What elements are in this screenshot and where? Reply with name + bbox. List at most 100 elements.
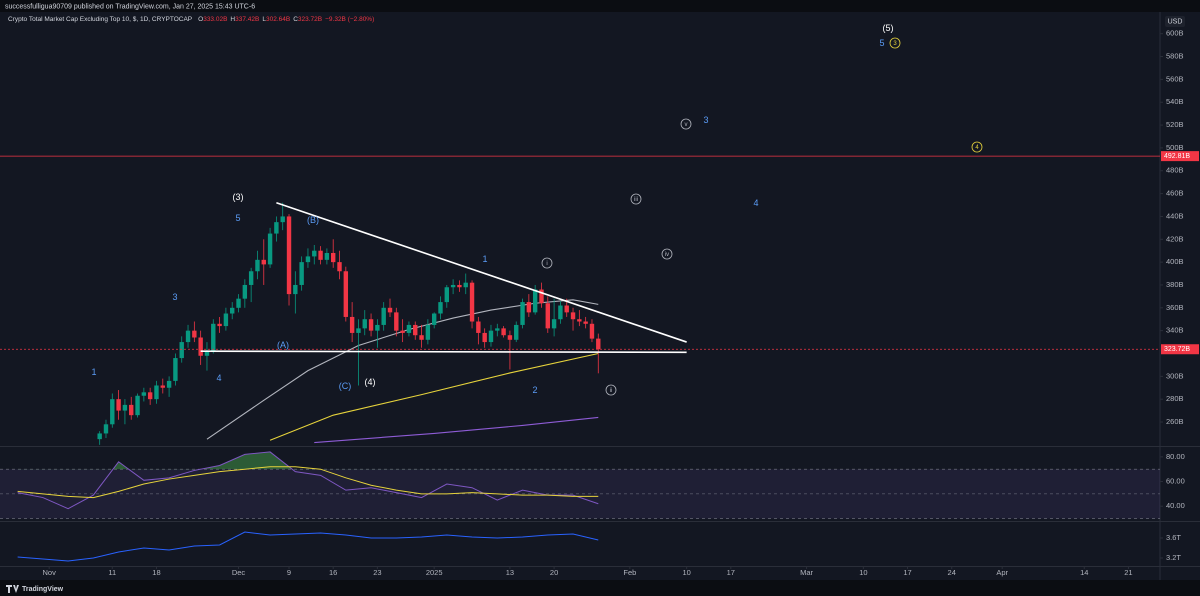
candle-body	[173, 358, 178, 381]
y-tick-label: 420B	[1166, 234, 1184, 243]
wave-label: 2	[532, 385, 537, 395]
candle-body	[387, 307, 393, 313]
candle-body	[488, 330, 494, 343]
wave-label: 3	[703, 115, 708, 125]
candle-body	[558, 305, 563, 320]
moving-average	[314, 416, 599, 444]
price-tag-label: 323.72B	[1164, 346, 1190, 353]
candle-body	[507, 335, 513, 340]
wave-label: iii	[634, 197, 638, 203]
candle-body	[532, 289, 538, 313]
y-tick-label: 60.00	[1166, 477, 1185, 486]
candle-body	[368, 319, 374, 331]
candle-body	[230, 307, 235, 314]
wave-label: iv	[665, 252, 669, 258]
wave-label: (5)	[883, 23, 894, 33]
wave-label: 5	[235, 213, 240, 223]
y-tick-label: 560B	[1166, 74, 1184, 83]
wave-label: 4	[753, 198, 758, 208]
candle-body	[330, 252, 336, 263]
candle-body	[419, 335, 424, 340]
y-tick-label: 460B	[1166, 189, 1184, 198]
candle-body	[192, 330, 197, 338]
y-tick-label: 3.2T	[1166, 553, 1181, 562]
candle-body	[539, 289, 544, 304]
candle-body	[324, 252, 330, 260]
candle-body	[400, 330, 405, 333]
wave-label: ii	[610, 388, 613, 394]
x-tick-label: 17	[727, 568, 735, 577]
candle-body	[141, 392, 147, 396]
candle-body	[589, 323, 595, 339]
x-tick-label: 20	[550, 568, 558, 577]
candle-body	[261, 259, 266, 265]
candle-body	[280, 216, 285, 223]
chart-title: Crypto Total Market Cap Excluding Top 10…	[8, 16, 192, 23]
candle-body	[248, 271, 254, 285]
wave-label: 4	[975, 145, 979, 151]
candle-body	[469, 282, 475, 322]
annotation-circle	[971, 141, 983, 153]
x-tick-label: Mar	[800, 568, 813, 577]
publisher: successfulligua90709 published on Tradin…	[5, 3, 255, 10]
y-tick-label: 500B	[1166, 143, 1184, 152]
candle-body	[312, 250, 317, 257]
candle-body	[438, 302, 443, 314]
candle-body	[381, 307, 386, 325]
candle-body	[135, 395, 140, 416]
wave-label: (4)	[365, 377, 376, 387]
currency-label[interactable]: USD	[1168, 18, 1183, 25]
candle-body	[337, 262, 342, 272]
y-tick-label: 580B	[1166, 52, 1184, 61]
wave-label: i	[546, 261, 547, 267]
candle-body	[122, 404, 128, 411]
x-tick-label: 14	[1080, 568, 1088, 577]
candle-body	[299, 262, 304, 285]
moving-average	[269, 352, 599, 441]
candle-body	[431, 313, 437, 325]
candle-body	[444, 287, 450, 303]
annotation-circle	[661, 248, 673, 260]
annotation-circle	[630, 193, 642, 205]
wave-label: 5	[879, 38, 884, 48]
indicator-line	[17, 451, 599, 510]
x-tick-label: 10	[859, 568, 867, 577]
currency-button[interactable]	[1165, 16, 1185, 27]
header-bar	[0, 0, 1200, 12]
candle-body	[463, 282, 468, 288]
candle-body	[375, 324, 380, 331]
candle-body	[286, 216, 292, 295]
candle-body	[267, 233, 273, 265]
candle-body	[406, 324, 412, 333]
annotation-circle	[605, 384, 617, 396]
x-tick-label: 2025	[426, 568, 443, 577]
candle-body	[564, 305, 569, 313]
price-tag	[1161, 344, 1199, 355]
candle-body	[501, 328, 506, 336]
y-tick-label: 380B	[1166, 280, 1184, 289]
candle-body	[318, 250, 323, 260]
wave-label: (A)	[277, 340, 289, 350]
candle-body	[362, 319, 367, 329]
y-tick-label: 480B	[1166, 166, 1184, 175]
candle-body	[160, 385, 165, 388]
indicator-line	[17, 466, 599, 499]
y-tick-label: 360B	[1166, 303, 1184, 312]
y-tick-label: 80.00	[1166, 452, 1185, 461]
candle-body	[116, 399, 121, 411]
brand-logo	[6, 585, 19, 593]
trendline	[200, 350, 687, 354]
x-tick-label: Feb	[623, 568, 636, 577]
candle-body	[97, 433, 102, 440]
x-tick-label: 10	[682, 568, 690, 577]
ohlc-value: 323.72B	[298, 16, 322, 23]
candle-body	[526, 302, 532, 313]
wave-label: 1	[482, 254, 487, 264]
candle-body	[596, 338, 601, 350]
candle-body	[349, 316, 355, 333]
x-tick-label: Apr	[996, 568, 1008, 577]
wave-label: 3	[893, 41, 897, 47]
